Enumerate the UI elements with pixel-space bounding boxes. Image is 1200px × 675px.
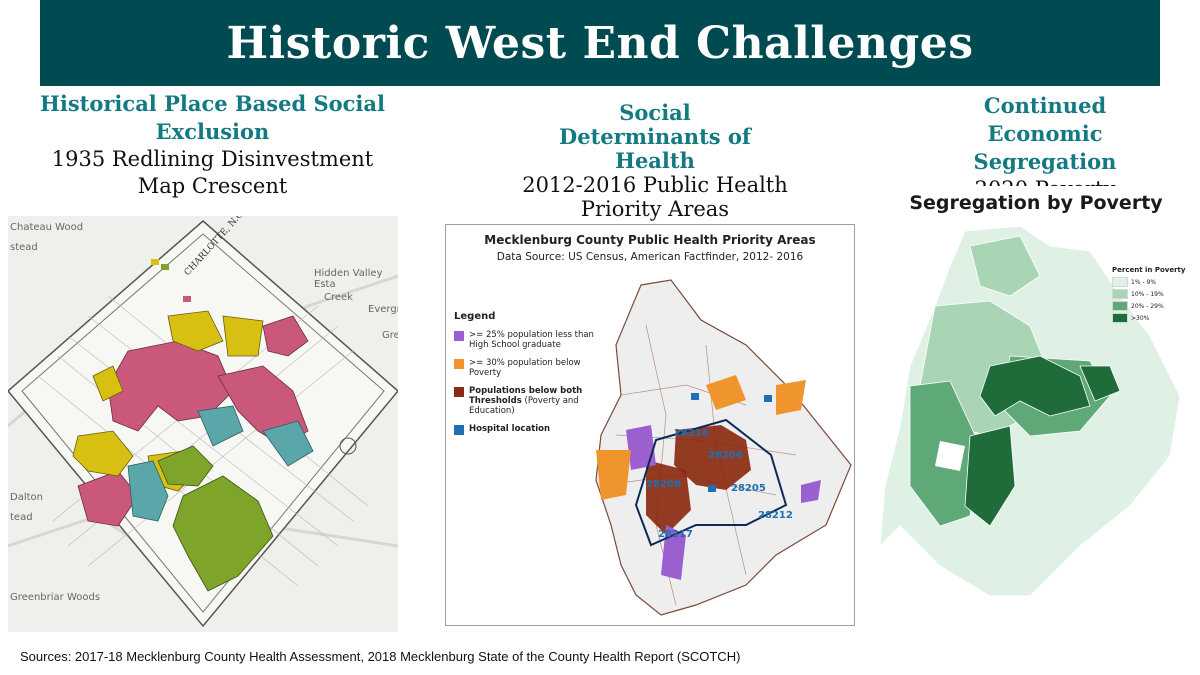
map-place-label: Creek — [324, 292, 353, 303]
map-place-label: Hidden Valley Esta — [314, 268, 383, 290]
zip-label: 28217 — [658, 529, 693, 540]
health-priority-map: Mecklenburg County Public Health Priorit… — [445, 224, 855, 626]
legend-item: 20% - 29% — [1112, 301, 1192, 311]
legend-label-rest: (Poverty and Education) — [469, 396, 579, 416]
legend-swatch — [454, 387, 464, 397]
map-place-label: Evergr — [368, 304, 398, 315]
zip-label: 28205 — [731, 483, 766, 494]
map-place-label: Greenbriar Woods — [10, 592, 101, 603]
subheading: 2012-2016 Public Health Priority Areas — [522, 173, 788, 221]
map-legend: Legend >= 25% population less than High … — [454, 311, 604, 443]
legend-swatch — [1112, 301, 1128, 311]
zip-label: 28208 — [646, 479, 681, 490]
redlining-map-image: CHARLOTTE, N.C. Chateau Wood stead Hidde… — [8, 216, 398, 632]
legend-swatch — [1112, 289, 1128, 299]
legend-swatch — [454, 359, 464, 369]
legend-label: >30% — [1131, 314, 1150, 322]
title-banner: Historic West End Challenges — [40, 0, 1160, 86]
legend-swatch — [454, 425, 464, 435]
map-place-label: stead — [10, 242, 38, 253]
subheading: 1935 Redlining Disinvestment Map Crescen… — [51, 147, 374, 198]
column-heading-health: Social Determinants of Health 2012-2016 … — [445, 100, 865, 222]
redlining-map-graphic: CHARLOTTE, N.C. — [8, 216, 398, 632]
poverty-map-graphic — [880, 225, 1181, 597]
heading: Continued Economic Segregation — [973, 93, 1117, 174]
legend-item: >30% — [1112, 313, 1192, 323]
map-place-label: Dalton — [10, 492, 43, 503]
column-heading-redlining: Historical Place Based Social Exclusion … — [40, 90, 385, 200]
legend-label: >= 25% population less than High School … — [469, 330, 594, 350]
legend-title: Legend — [454, 311, 496, 322]
legend-label: 1% - 9% — [1131, 278, 1157, 286]
heading: Historical Place Based Social Exclusion — [40, 91, 385, 144]
legend-item: Populations below both Thresholds (Pover… — [454, 386, 604, 416]
sources-footnote: Sources: 2017-18 Mecklenburg County Heal… — [20, 649, 741, 664]
legend-label: Hospital location — [469, 424, 551, 434]
legend-label: 20% - 29% — [1131, 302, 1164, 310]
legend-item: >= 25% population less than High School … — [454, 330, 604, 350]
legend-label-bold: Populations below both Thresholds — [469, 386, 583, 406]
legend-item: >= 30% population below Poverty — [454, 358, 604, 378]
legend-label: Populations below both Thresholds (Pover… — [469, 386, 604, 416]
zip-label: 28212 — [758, 510, 793, 521]
poverty-map-title: Segregation by Poverty — [909, 192, 1163, 214]
map-place-label: Chateau Wood — [10, 222, 84, 233]
health-map-graphic — [595, 279, 852, 616]
legend-title: Percent in Poverty — [1112, 266, 1186, 274]
legend-item: 1% - 9% — [1112, 277, 1192, 287]
map-title: Mecklenburg County Public Health Priorit… — [484, 233, 816, 247]
map-place-label: tead — [10, 512, 33, 523]
zip-label: 28206 — [708, 450, 743, 461]
legend-item: 10% - 19% — [1112, 289, 1192, 299]
legend-label: 10% - 19% — [1131, 290, 1164, 298]
poverty-map-image: Segregation by Poverty Percent in Povert… — [880, 186, 1192, 606]
poverty-legend: Percent in Poverty 1% - 9% 10% - 19% 20%… — [1112, 266, 1192, 325]
legend-swatch — [1112, 277, 1128, 287]
heading: Social Determinants of Health — [559, 100, 751, 173]
map-subtitle: Data Source: US Census, American Factfin… — [496, 251, 804, 263]
legend-item: Hospital location — [454, 424, 604, 435]
slide-title: Historic West End Challenges — [226, 17, 974, 69]
legend-swatch — [1112, 313, 1128, 323]
legend-swatch — [454, 331, 464, 341]
map-place-label: Gre — [382, 330, 398, 341]
zip-label: 28216 — [674, 428, 709, 439]
legend-label: >= 30% population below Poverty — [469, 358, 581, 378]
